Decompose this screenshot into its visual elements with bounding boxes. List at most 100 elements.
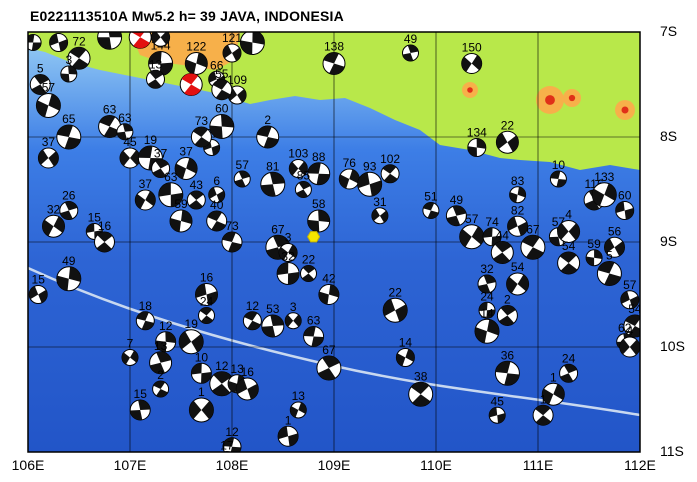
focal-mechanism[interactable] <box>506 272 530 296</box>
focal-mechanism[interactable] <box>198 307 215 324</box>
focal-mechanism[interactable] <box>56 124 82 150</box>
focal-mechanism[interactable] <box>121 349 139 366</box>
focal-mechanism[interactable] <box>28 285 48 304</box>
focal-mechanism[interactable] <box>265 234 291 260</box>
focal-mechanism[interactable] <box>357 171 383 197</box>
focal-mechanism[interactable] <box>152 380 170 398</box>
focal-mechanism[interactable] <box>288 159 308 178</box>
focal-mechanism[interactable] <box>559 363 579 383</box>
focal-mechanism[interactable] <box>56 266 82 292</box>
focal-mechanism[interactable] <box>206 210 228 232</box>
focal-mechanism[interactable] <box>371 207 389 225</box>
focal-mechanism[interactable] <box>261 314 285 338</box>
focal-mechanism[interactable] <box>60 65 78 83</box>
focal-mechanism[interactable] <box>151 28 171 47</box>
focal-mechanism[interactable] <box>178 329 204 355</box>
focal-mechanism[interactable] <box>151 159 171 178</box>
focal-mechanism[interactable] <box>294 181 312 198</box>
focal-mechanism[interactable] <box>541 382 565 406</box>
focal-mechanism[interactable] <box>59 201 79 220</box>
focal-mechanism[interactable] <box>422 202 440 219</box>
focal-mechanism[interactable] <box>209 371 235 397</box>
focal-mechanism[interactable] <box>195 283 218 306</box>
focal-mechanism[interactable] <box>29 74 51 95</box>
epicenter-marker[interactable] <box>307 231 321 243</box>
focal-mechanism[interactable] <box>585 249 603 267</box>
focal-mechanism[interactable] <box>67 46 91 70</box>
focal-mechanism[interactable] <box>184 52 208 75</box>
focal-mechanism[interactable] <box>158 182 184 208</box>
focal-mechanism[interactable] <box>49 33 69 52</box>
focal-mechanism[interactable] <box>488 406 506 424</box>
focal-mechanism[interactable] <box>98 115 122 138</box>
focal-mechanism[interactable] <box>615 201 635 220</box>
focal-mechanism[interactable] <box>155 331 177 353</box>
focal-mechanism[interactable] <box>300 265 317 282</box>
focal-mechanism[interactable] <box>190 126 212 148</box>
focal-mechanism[interactable] <box>276 262 300 285</box>
focal-mechanism[interactable] <box>222 437 242 456</box>
focal-mechanism[interactable] <box>239 31 265 55</box>
focal-mechanism[interactable] <box>211 79 233 101</box>
focal-mechanism[interactable] <box>278 243 298 262</box>
focal-mechanism[interactable] <box>227 85 247 105</box>
focal-mechanism[interactable] <box>119 147 141 169</box>
focal-mechanism[interactable] <box>242 311 262 331</box>
focal-mechanism[interactable] <box>316 355 342 381</box>
focal-mechanism[interactable] <box>496 305 518 326</box>
focal-mechanism[interactable] <box>482 227 502 247</box>
focal-mechanism[interactable] <box>322 52 346 75</box>
focal-mechanism[interactable] <box>209 114 235 139</box>
focal-mechanism[interactable] <box>509 186 527 204</box>
focal-mechanism[interactable] <box>260 171 286 197</box>
focal-mechanism[interactable] <box>495 130 519 154</box>
focal-mechanism[interactable] <box>174 157 198 180</box>
focal-mechanism[interactable] <box>277 425 299 447</box>
focal-mechanism[interactable] <box>235 377 259 401</box>
focal-mechanism[interactable] <box>148 51 174 76</box>
focal-mechanism[interactable] <box>307 162 331 186</box>
focal-mechanism[interactable] <box>520 234 546 260</box>
focal-mechanism[interactable] <box>221 231 243 253</box>
focal-mechanism[interactable] <box>289 401 307 419</box>
focal-mechanism[interactable] <box>596 261 622 286</box>
focal-mechanism[interactable] <box>149 351 173 375</box>
focal-mechanism[interactable] <box>620 290 640 310</box>
target-event-mechanism[interactable] <box>128 26 152 49</box>
focal-mechanism[interactable] <box>459 224 485 250</box>
focal-mechanism[interactable] <box>233 170 251 188</box>
focal-mechanism[interactable] <box>303 326 325 347</box>
focal-mechanism[interactable] <box>318 284 340 305</box>
focal-mechanism[interactable] <box>134 189 156 211</box>
focal-mechanism[interactable] <box>619 336 640 358</box>
focal-mechanism[interactable] <box>256 125 280 149</box>
focal-mechanism[interactable] <box>623 314 646 338</box>
focal-mechanism[interactable] <box>549 170 567 188</box>
focal-mechanism[interactable] <box>467 138 487 157</box>
focal-mechanism[interactable] <box>146 69 165 89</box>
focal-mechanism[interactable] <box>284 312 302 330</box>
focal-mechanism[interactable] <box>25 34 42 51</box>
focal-mechanism[interactable] <box>474 318 500 344</box>
focal-mechanism[interactable] <box>395 348 415 367</box>
focal-mechanism[interactable] <box>97 25 123 50</box>
focal-mechanism[interactable] <box>591 182 617 208</box>
focal-mechanism[interactable] <box>222 43 242 63</box>
focal-mechanism[interactable] <box>477 274 497 294</box>
target-event-mechanism[interactable] <box>179 73 203 96</box>
focal-mechanism[interactable] <box>445 205 467 227</box>
focal-mechanism[interactable] <box>35 93 61 118</box>
focal-mechanism[interactable] <box>461 53 483 74</box>
focal-mechanism[interactable] <box>129 399 151 421</box>
focal-mechanism[interactable] <box>307 209 331 233</box>
focal-mechanism[interactable] <box>494 360 520 386</box>
focal-mechanism[interactable] <box>169 209 193 233</box>
focal-mechanism[interactable] <box>37 147 59 169</box>
focal-mechanism[interactable] <box>188 397 214 423</box>
focal-mechanism[interactable] <box>135 311 155 331</box>
focal-mechanism[interactable] <box>507 215 529 237</box>
focal-mechanism[interactable] <box>382 297 408 323</box>
focal-mechanism[interactable] <box>116 123 134 141</box>
focal-mechanism[interactable] <box>557 251 581 275</box>
